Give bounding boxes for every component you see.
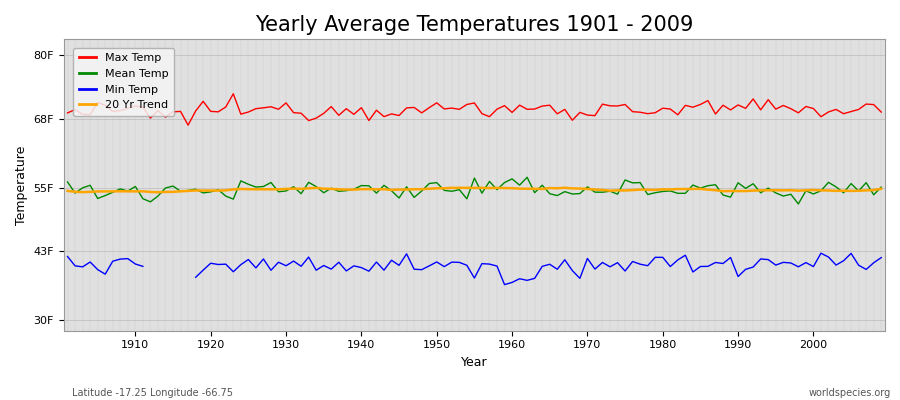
- Legend: Max Temp, Mean Temp, Min Temp, 20 Yr Trend: Max Temp, Mean Temp, Min Temp, 20 Yr Tre…: [74, 48, 174, 116]
- Text: Latitude -17.25 Longitude -66.75: Latitude -17.25 Longitude -66.75: [72, 388, 233, 398]
- X-axis label: Year: Year: [461, 356, 488, 369]
- Y-axis label: Temperature: Temperature: [15, 145, 28, 225]
- Text: worldspecies.org: worldspecies.org: [809, 388, 891, 398]
- Title: Yearly Average Temperatures 1901 - 2009: Yearly Average Temperatures 1901 - 2009: [256, 15, 694, 35]
